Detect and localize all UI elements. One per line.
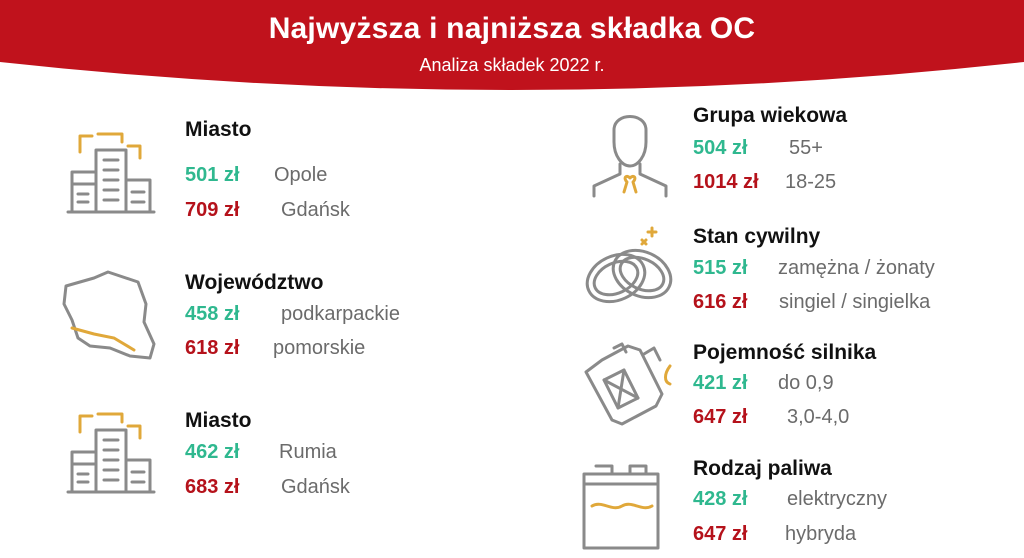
lowest-label: elektryczny bbox=[787, 488, 888, 510]
highest-label: 3,0-4,0 bbox=[787, 406, 850, 428]
highest-price: 647 zł bbox=[693, 523, 748, 545]
highest-label: pomorskie bbox=[273, 337, 366, 359]
block-title-pojemnosc-silnika: Pojemność silnika bbox=[693, 341, 877, 364]
highest-price: 683 zł bbox=[185, 476, 240, 498]
header-banner: Najwyższa i najniższa składka OC Analiza… bbox=[0, 0, 1024, 92]
highest-label: Gdańsk bbox=[281, 476, 350, 498]
header-background bbox=[0, 0, 1024, 90]
lowest-label: zamężna / żonaty bbox=[778, 257, 935, 279]
block-title-miasto-2: Miasto bbox=[185, 409, 252, 432]
wedding-rings-icon bbox=[585, 226, 673, 304]
fuel-canister-icon bbox=[584, 342, 672, 426]
lowest-label: 55+ bbox=[789, 137, 823, 159]
block-title-wojewodztwo: Województwo bbox=[185, 271, 324, 294]
block-title-rodzaj-paliwa: Rodzaj paliwa bbox=[693, 457, 832, 480]
highest-price: 647 zł bbox=[693, 406, 748, 428]
lowest-price: 458 zł bbox=[185, 303, 240, 325]
person-icon bbox=[592, 115, 668, 198]
block-title-stan-cywilny: Stan cywilny bbox=[693, 225, 821, 248]
buildings-icon bbox=[66, 132, 156, 214]
highest-price: 709 zł bbox=[185, 199, 240, 221]
block-title-grupa-wiekowa: Grupa wiekowa bbox=[693, 104, 848, 127]
highest-price: 618 zł bbox=[185, 337, 240, 359]
lowest-price: 421 zł bbox=[693, 372, 748, 394]
highest-label: hybryda bbox=[785, 523, 857, 545]
page-subtitle: Analiza składek 2022 r. bbox=[419, 55, 605, 75]
highest-label: singiel / singielka bbox=[779, 291, 931, 313]
battery-icon bbox=[582, 464, 660, 550]
lowest-price: 428 zł bbox=[693, 488, 748, 510]
highest-price: 616 zł bbox=[693, 291, 748, 313]
highest-label: 18-25 bbox=[785, 171, 837, 193]
buildings-icon bbox=[66, 412, 156, 494]
highest-label: Gdańsk bbox=[281, 199, 350, 221]
lowest-price: 504 zł bbox=[693, 137, 748, 159]
lowest-price: 515 zł bbox=[693, 257, 748, 279]
lowest-label: Rumia bbox=[279, 441, 337, 463]
highest-price: 1014 zł bbox=[693, 171, 759, 193]
page-title: Najwyższa i najniższa składka OC bbox=[268, 12, 756, 45]
lowest-label: podkarpackie bbox=[281, 303, 400, 325]
lowest-price: 501 zł bbox=[185, 164, 240, 186]
lowest-price: 462 zł bbox=[185, 441, 240, 463]
lowest-label: Opole bbox=[274, 164, 328, 186]
block-title-miasto-1: Miasto bbox=[185, 118, 252, 141]
poland-map-icon bbox=[62, 270, 156, 360]
lowest-label: do 0,9 bbox=[778, 372, 834, 394]
